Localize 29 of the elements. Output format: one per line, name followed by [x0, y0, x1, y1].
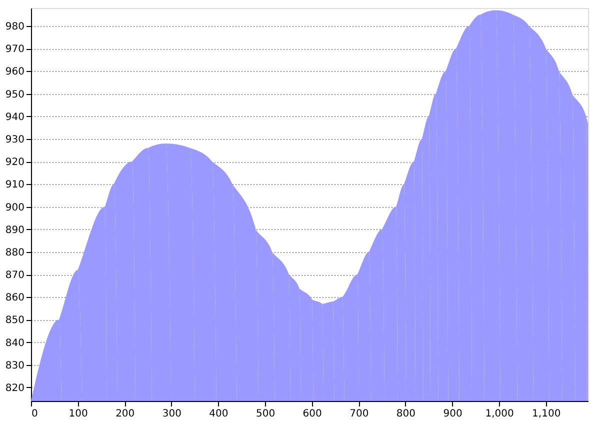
x-tick-label: 600: [302, 408, 322, 420]
y-tick-label: 880: [5, 247, 24, 258]
y-tick-label: 820: [5, 382, 24, 394]
y-tick-label: 970: [5, 44, 24, 56]
x-tick-label: 400: [209, 408, 228, 420]
x-tick-label: 200: [116, 408, 135, 420]
y-tick-label: 980: [5, 22, 24, 33]
x-tick-label: 100: [68, 408, 88, 420]
y-tick-label: 850: [5, 315, 24, 326]
y-tick-label: 890: [5, 224, 24, 236]
x-tick-label: 1,100: [532, 408, 561, 420]
y-tick-label: 840: [5, 338, 24, 349]
y-tick-label: 860: [5, 292, 24, 304]
y-tick-label: 870: [5, 270, 24, 282]
y-tick-label: 960: [5, 66, 24, 78]
y-tick-label: 950: [5, 89, 24, 100]
y-tick-label: 930: [5, 134, 24, 146]
x-tick-label: 500: [256, 408, 276, 420]
y-tick-label: 920: [5, 157, 24, 168]
y-tick-label: 830: [5, 360, 24, 372]
x-tick-label: 0: [32, 408, 38, 420]
y-tick-label: 940: [5, 112, 24, 123]
x-tick-label: 900: [443, 408, 462, 420]
x-tick-label: 1,000: [485, 408, 514, 420]
x-tick-label: 700: [350, 408, 369, 420]
y-tick-label: 900: [5, 202, 24, 214]
y-tick-label: 910: [5, 180, 24, 191]
x-tick-label: 800: [396, 408, 416, 420]
x-tick-label: 300: [162, 408, 182, 420]
